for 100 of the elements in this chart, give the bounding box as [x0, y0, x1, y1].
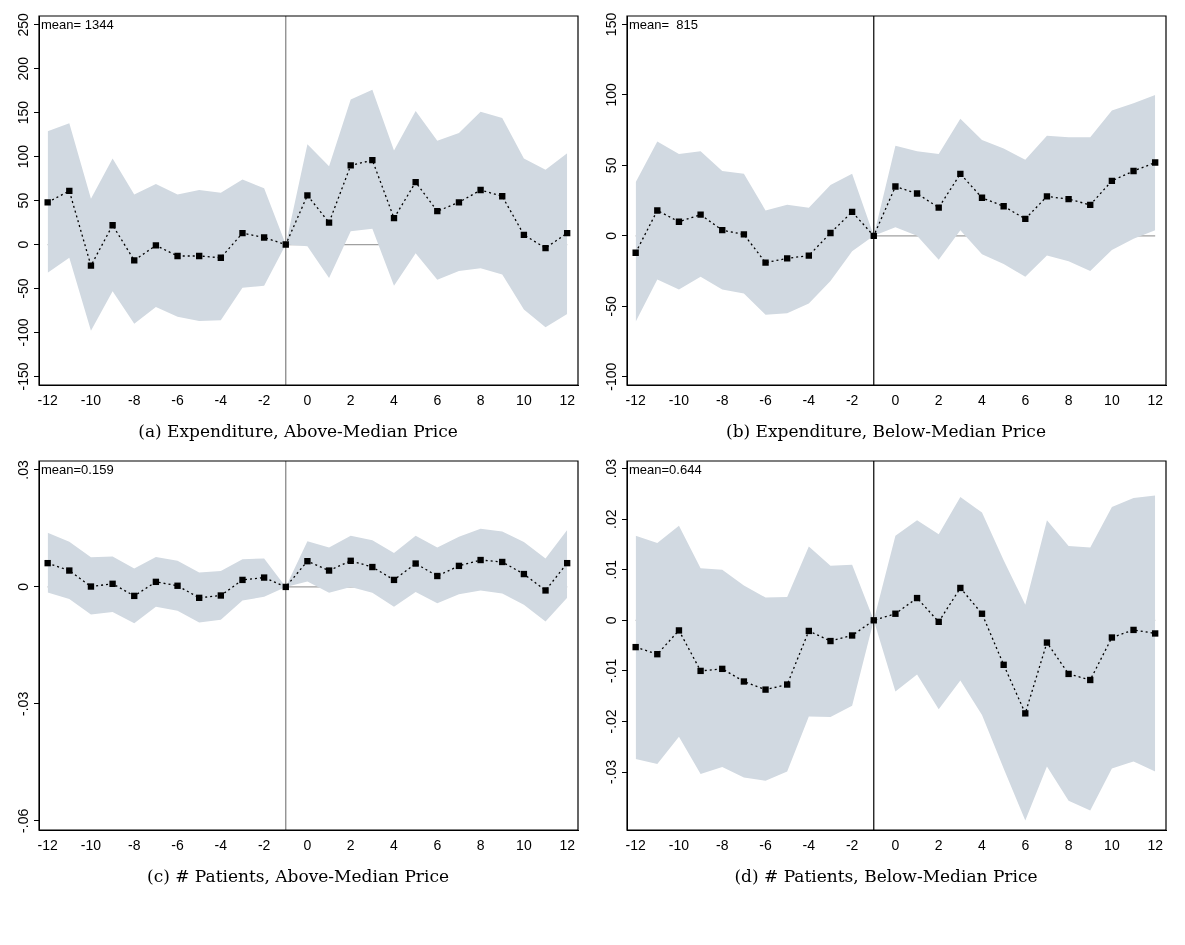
x-tick-label: 12 [1147, 392, 1164, 409]
text: (a) Expenditure, Above-Median Price [137, 421, 459, 441]
point [1043, 193, 1051, 200]
x-tick-label: 4 [390, 837, 399, 854]
point [260, 574, 268, 581]
x-tick-label: 0 [303, 392, 312, 409]
x-tick-label: 2 [346, 837, 355, 854]
x-tick-label: 10 [516, 837, 532, 854]
x-tick-label: 10 [1104, 392, 1120, 409]
x-tick-label: -8 [128, 392, 141, 409]
x-tick-label: 12 [1147, 837, 1164, 854]
x-tick-label: -2 [845, 392, 859, 409]
x-tick-label: 4 [978, 837, 987, 854]
point [174, 252, 181, 260]
point [935, 204, 942, 211]
point [784, 681, 791, 688]
text: (c) # Patients, Above-Median Price [146, 866, 450, 886]
point [827, 637, 834, 645]
annotation: mean=0.159 [41, 462, 114, 478]
point [239, 229, 246, 237]
point [282, 241, 289, 248]
point [957, 584, 964, 592]
x-tick-label: 2 [346, 392, 355, 409]
x-tick-label: 6 [433, 837, 442, 854]
point [1108, 634, 1116, 641]
x-tick-label: 4 [390, 392, 399, 409]
y-tick-label: 250 [14, 12, 31, 37]
y-tick-label: 100 [14, 144, 31, 169]
x-tick-label: 8 [1064, 837, 1073, 854]
x-tick-label: -2 [845, 837, 859, 854]
x-tick-label: -2 [257, 837, 271, 854]
y-tick-label: 50 [14, 192, 31, 209]
x-tick-label: 0 [891, 392, 900, 409]
x-tick-label: -6 [171, 392, 184, 409]
x-tick-label: -2 [257, 392, 271, 409]
y-tick-label: 150 [14, 100, 31, 125]
point [1000, 661, 1007, 668]
y-tick-label: 50 [602, 157, 619, 174]
point [848, 632, 856, 639]
point [1000, 203, 1007, 210]
y-tick-label: -100 [14, 318, 31, 347]
x-tick-label: 12 [559, 392, 576, 409]
y-tick-label: .02 [602, 509, 619, 529]
x-tick-label: -8 [716, 392, 729, 409]
point [632, 249, 639, 256]
point [455, 199, 463, 206]
point [87, 583, 95, 590]
y-tick-label: -.06 [14, 808, 31, 833]
y-tick-label: -50 [602, 295, 619, 317]
x-tick-label: -12 [625, 392, 646, 409]
point [913, 190, 921, 197]
x-tick-label: -10 [80, 837, 102, 854]
point [654, 207, 661, 214]
point [542, 244, 549, 252]
point [131, 257, 138, 264]
point [740, 231, 748, 238]
y-tick-label: -50 [14, 278, 31, 299]
point [957, 170, 964, 178]
y-tick-label: .03 [14, 460, 31, 480]
x-tick-label: 8 [476, 392, 485, 409]
y-tick-label: -.03 [14, 691, 31, 716]
x-tick-label: 8 [1064, 392, 1073, 409]
y-tick-label: -100 [602, 362, 619, 391]
point [369, 156, 376, 164]
point [87, 262, 95, 269]
point [740, 678, 748, 685]
y-tick-label: .03 [602, 458, 619, 479]
point [1065, 670, 1072, 678]
point [260, 234, 268, 241]
x-tick-label: 2 [934, 392, 943, 409]
x-tick-label: 2 [934, 837, 943, 854]
point [1130, 167, 1137, 175]
point [1022, 710, 1029, 717]
point [542, 587, 549, 594]
point [1151, 630, 1159, 637]
x-tick-label: 6 [433, 392, 442, 409]
point [325, 567, 333, 574]
point [1151, 159, 1159, 166]
x-tick-label: -12 [37, 392, 58, 409]
y-tick-label: -.01 [602, 658, 619, 683]
point [434, 572, 441, 580]
point [697, 667, 704, 675]
point [347, 162, 354, 169]
x-tick-label: -4 [214, 392, 228, 409]
x-tick-label: 4 [978, 392, 987, 409]
point [239, 576, 246, 584]
point [1065, 196, 1072, 203]
x-tick-label: -4 [802, 392, 816, 409]
x-tick-label: 10 [516, 392, 532, 409]
point [762, 686, 769, 693]
x-tick-label: 0 [891, 837, 900, 854]
point [805, 252, 813, 259]
point [477, 556, 484, 564]
y-tick-label: -150 [14, 362, 31, 391]
point [697, 211, 704, 218]
point [217, 592, 225, 599]
y-tick-label: 100 [602, 83, 619, 107]
x-tick-label: -6 [759, 837, 772, 854]
x-tick-label: 8 [476, 837, 485, 854]
x-tick-label: -6 [759, 392, 772, 409]
